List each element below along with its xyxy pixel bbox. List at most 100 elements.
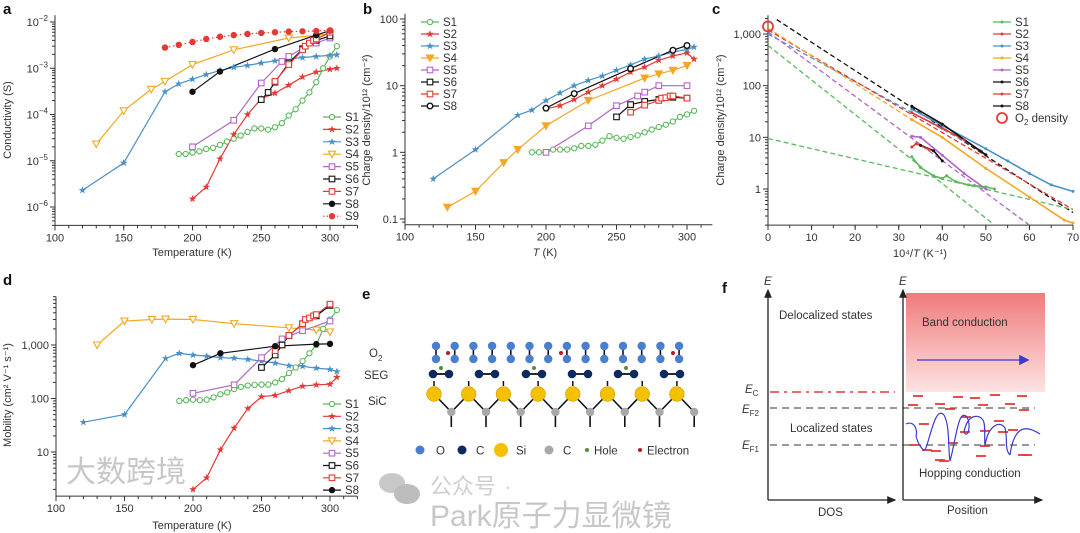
legend-marker-S7 [328, 474, 336, 482]
watermark-account-prefix: 公众号 [430, 474, 496, 499]
data-point-S6 [613, 113, 620, 121]
legend-marker-S6 [1000, 80, 1004, 84]
data-point-S4 [1071, 221, 1075, 225]
x-tick-label: 30 [893, 232, 905, 244]
data-point-S7 [271, 78, 279, 85]
data-point-S5 [278, 58, 286, 65]
data-point-S5 [230, 381, 238, 389]
panel-label-b: b [363, 1, 372, 18]
panel-label-e: e [362, 286, 370, 303]
panel-e-structure-diagram: O2 SEG SiC O C Si C Hole Electron [364, 341, 699, 458]
x-tick-label: 200 [184, 503, 202, 515]
data-point-S3 [690, 43, 698, 51]
data-point-S1 [662, 121, 669, 128]
x-tick-label: 40 [936, 232, 948, 244]
oxygen-atom [637, 354, 646, 364]
data-point-S3 [584, 76, 593, 84]
data-point-S9 [216, 33, 224, 40]
data-point-S4 [311, 326, 321, 335]
substrate-carbon-atom [447, 407, 456, 417]
oxygen-atom [637, 341, 646, 351]
data-point-S3 [285, 361, 293, 369]
watermark-account-name: Park原子力显微镜 [430, 500, 672, 533]
data-point-S1 [676, 113, 684, 121]
silicon-atom [495, 386, 512, 402]
data-point-S5 [299, 327, 306, 335]
x-axis-title: Temperature (K) [152, 520, 231, 532]
data-point-S2 [683, 48, 691, 57]
panel-label-d: d [3, 272, 12, 289]
oxygen-atom [487, 341, 497, 351]
hole-icon [585, 448, 589, 452]
atom-si-icon [494, 443, 508, 457]
data-point-S4 [229, 320, 239, 329]
legend-label: S5 [1015, 65, 1029, 77]
graphene-carbon-atom [521, 369, 531, 379]
data-point-S4 [284, 34, 294, 43]
data-point-S5 [278, 335, 286, 343]
ef1-label: EF1 [742, 440, 760, 454]
data-point-S1 [203, 396, 210, 403]
y-tick-label: 10 [749, 132, 761, 144]
data-point-S2 [257, 392, 266, 400]
data-point-S3 [984, 147, 988, 151]
legend-label: S1 [345, 399, 359, 411]
legend-label: S5 [345, 448, 359, 460]
legend-item-S2: S2 [323, 411, 359, 423]
graphene-carbon-atom [428, 369, 438, 379]
data-point-S3 [202, 352, 211, 360]
data-point-S3 [312, 364, 321, 372]
oxygen-atom [506, 341, 515, 351]
data-point-S4 [92, 341, 102, 350]
data-point-S1 [292, 364, 299, 371]
data-point-S8 [217, 350, 224, 357]
chart-panel-d: 100 150 200 250 300 1,000 100 10 Temperature (K)… [2, 296, 360, 532]
legend-label: S6 [1015, 77, 1029, 89]
data-point-S3 [570, 81, 578, 89]
localized-states-label: Localized states [790, 423, 873, 435]
data-point-S4 [513, 146, 523, 155]
data-point-S2 [229, 130, 238, 138]
data-point-S6 [932, 149, 936, 153]
legend-item-electron: Electron [638, 446, 689, 458]
legend-marker-S7 [426, 90, 434, 98]
legend-item-S5: S5 [421, 65, 457, 77]
silicon-atom [565, 386, 581, 402]
data-point-S1 [620, 135, 627, 142]
data-point-S5 [189, 143, 196, 151]
data-point-S1 [953, 179, 957, 183]
data-point-S8 [189, 361, 197, 369]
legend-item-O2 density: O2 density [996, 112, 1068, 127]
series-line-S1 [911, 156, 995, 190]
legend-marker-S8 [1000, 104, 1004, 108]
data-point-S3 [910, 107, 914, 111]
x-axis-title: Temperature (K) [152, 247, 231, 259]
legend-label: S8 [1015, 101, 1029, 113]
x-tick-label: 200 [183, 232, 201, 244]
oxygen-atom [469, 341, 478, 351]
watermark-separator: · [504, 474, 511, 499]
data-point-S3 [174, 79, 183, 88]
legend-item-S2: S2 [993, 29, 1029, 41]
legend-label: S2 [345, 411, 359, 423]
data-point-S3 [189, 351, 197, 359]
data-point-S3 [326, 365, 334, 373]
legend-marker-S6 [328, 175, 336, 183]
data-point-S1 [306, 350, 313, 357]
legend-label: Hole [594, 446, 618, 458]
data-point-S1 [648, 126, 655, 133]
data-point-S7 [669, 92, 677, 100]
oxygen-atom [581, 354, 590, 364]
fit-line-S3 [768, 33, 987, 154]
data-point-S2 [298, 382, 307, 390]
localized-state-levels [908, 394, 1032, 462]
legend-item-S8: S8 [323, 199, 359, 211]
graphene-carbon-atom [629, 369, 639, 379]
legend-item-S7: S7 [323, 186, 359, 198]
y-tick-label: 1,000 [21, 340, 49, 352]
data-point-S7 [683, 94, 691, 102]
silicon-atom [669, 386, 685, 402]
data-point-S3 [598, 71, 607, 80]
legend-marker-S2 [426, 30, 434, 38]
legend-item-S1: S1 [993, 17, 1029, 29]
